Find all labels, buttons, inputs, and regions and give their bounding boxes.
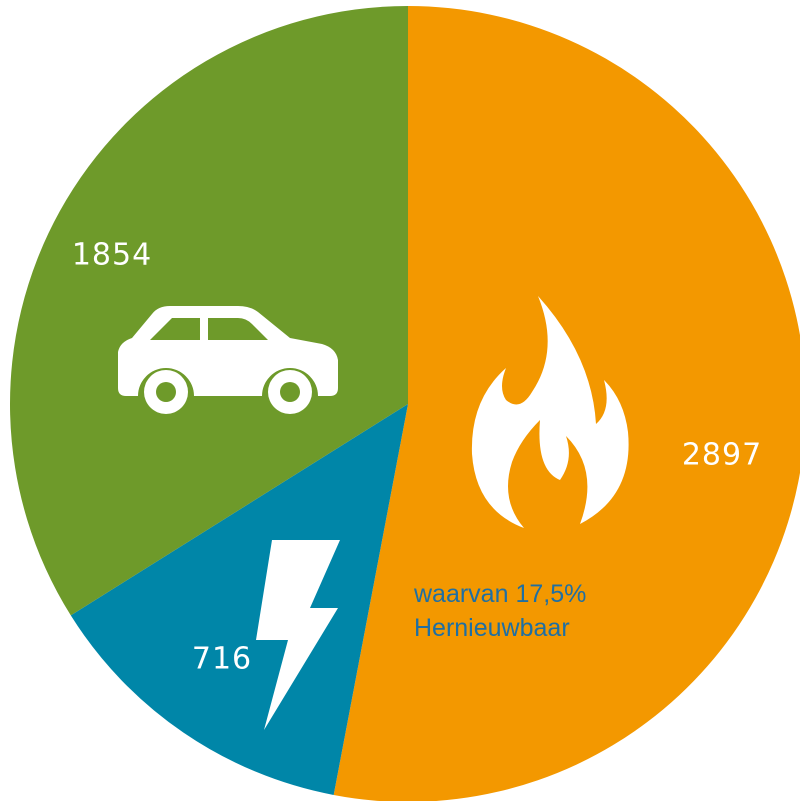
car-wheel <box>280 382 300 402</box>
annotation-line: Hernieuwbaar <box>414 614 570 642</box>
value-label: 1854 <box>72 238 152 273</box>
slices <box>10 6 800 801</box>
lightning-icon <box>256 540 340 730</box>
car-wheel <box>156 382 176 402</box>
annotation-line: waarvan 17,5% <box>413 580 586 608</box>
flame-icon <box>471 296 629 528</box>
value-label: 2897 <box>682 438 762 473</box>
value-label: 716 <box>192 642 252 677</box>
labels: 2897 716 1854 <box>72 238 762 677</box>
pie-slice <box>70 404 408 795</box>
